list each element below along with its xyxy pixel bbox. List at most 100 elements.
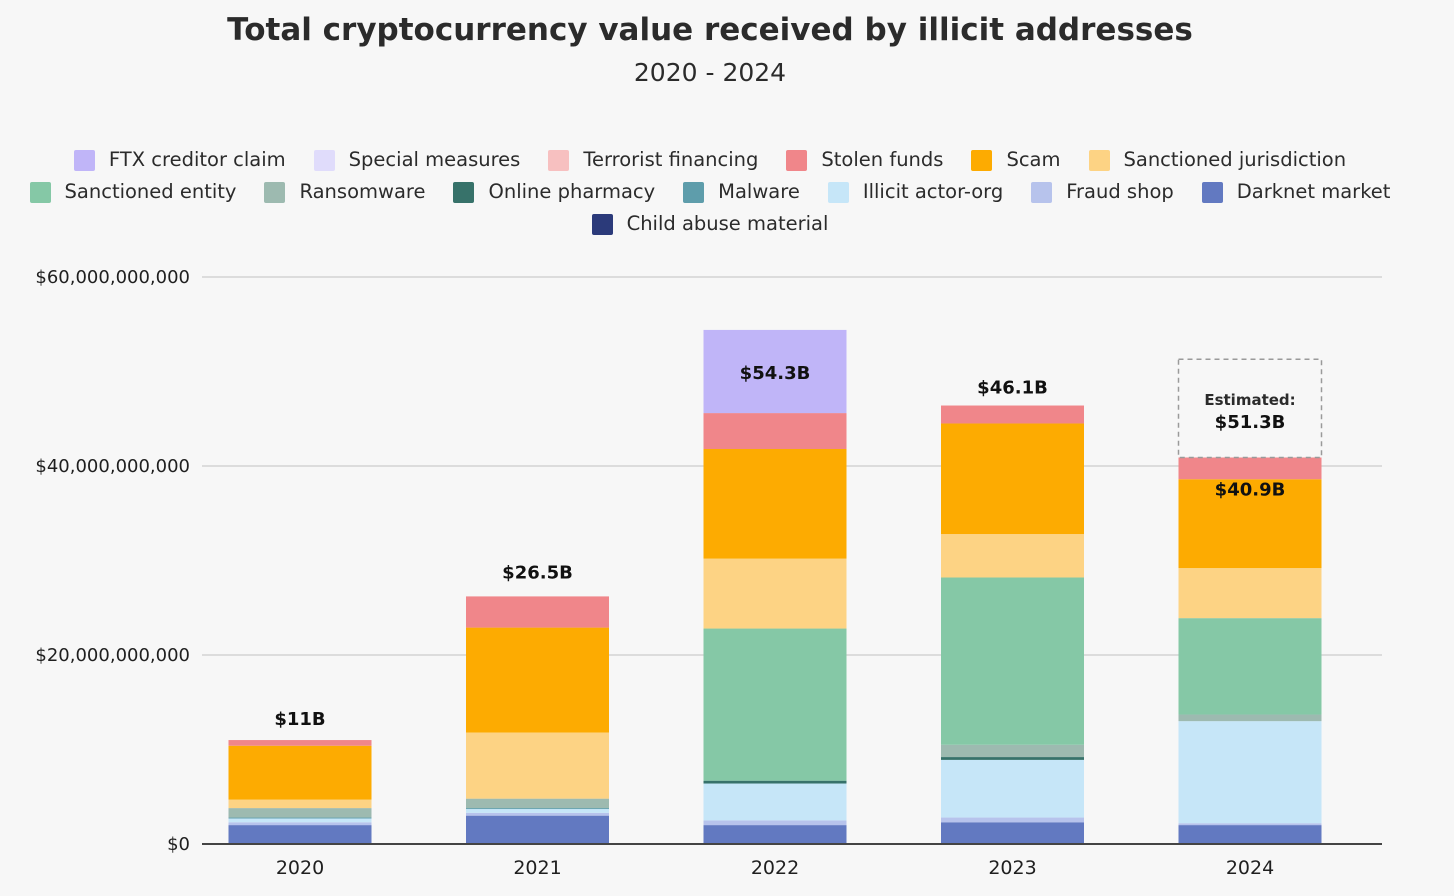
bar-segment-sanctioned-entity-2024 [1178, 618, 1322, 715]
x-tick-label: 2020 [276, 857, 324, 879]
bar-segment-malware-2020 [228, 817, 372, 819]
bar-total-label: $54.3B [740, 363, 811, 384]
bar-segment-darknet-market-2022 [703, 825, 847, 844]
bar-segment-illicit-actor-org-2021 [466, 809, 609, 813]
legend-swatch [591, 213, 613, 235]
legend-label: Terrorist financing [583, 148, 759, 171]
bar-segment-illicit-actor-org-2023 [941, 759, 1084, 818]
legend-item-malware: Malware [683, 180, 800, 204]
bar-segment-illicit-actor-org-2022 [703, 783, 847, 821]
chart-legend: FTX creditor claim Special measures Terror… [20, 148, 1400, 236]
bar-total-label: $46.1B [977, 377, 1048, 398]
bar-segment-scam-2021 [466, 627, 609, 733]
bar-segment-sanctioned-entity-2023 [941, 577, 1084, 745]
legend-item-online-pharmacy: Online pharmacy [453, 180, 655, 204]
bar-segment-scam-2020 [228, 745, 372, 800]
legend-label: Special measures [348, 148, 521, 171]
legend-swatch [683, 181, 705, 203]
legend-item-fraud-shop: Fraud shop [1031, 180, 1174, 204]
legend-item-sanctioned-jurisdiction: Sanctioned jurisdiction [1088, 148, 1347, 172]
estimate-title: Estimated: [1204, 391, 1295, 409]
bar-segment-sanctioned-jurisdiction-2020 [228, 799, 372, 809]
legend-swatch [786, 149, 808, 171]
estimate-value: $51.3B [1215, 412, 1286, 433]
legend-label: Sanctioned jurisdiction [1123, 148, 1347, 171]
legend-item-special-measures: Special measures [313, 148, 521, 172]
x-tick-label: 2022 [751, 857, 799, 879]
legend-label: Online pharmacy [488, 180, 656, 203]
legend-label: Ransomware [299, 180, 426, 203]
legend-swatch [264, 181, 286, 203]
bar-total-label: $26.5B [502, 563, 573, 584]
bar-segment-ransomware-2021 [466, 798, 609, 809]
bar-segment-fraud-shop-2024 [1178, 823, 1322, 826]
bar-total-label: $11B [274, 709, 325, 730]
legend-item-sanctioned-entity: Sanctioned entity [29, 180, 237, 204]
bar-segment-ransomware-2020 [228, 808, 372, 818]
bar-segment-stolen-funds-2020 [228, 740, 372, 746]
legend-label: Fraud shop [1066, 180, 1174, 203]
bar-segment-darknet-market-2024 [1178, 825, 1322, 844]
bar-segment-ftx-creditor-claim-2022 [703, 329, 847, 414]
legend-label: Malware [718, 180, 800, 203]
x-tick-label: 2024 [1226, 857, 1274, 879]
y-tick-label: $0 [167, 834, 190, 855]
legend-swatch [827, 181, 849, 203]
bar-segment-sanctioned-jurisdiction-2024 [1178, 568, 1322, 619]
bar-segment-sanctioned-jurisdiction-2022 [703, 558, 847, 629]
bar-segment-scam-2022 [703, 448, 847, 559]
bar-segment-sanctioned-jurisdiction-2021 [466, 732, 609, 799]
bar-segment-illicit-actor-org-2020 [228, 818, 372, 823]
bar-segment-fraud-shop-2021 [466, 812, 609, 816]
bar-segment-darknet-market-2023 [941, 822, 1084, 844]
legend-label: FTX creditor claim [108, 148, 286, 171]
bar-segment-fraud-shop-2022 [703, 820, 847, 826]
legend-label: Scam [1006, 148, 1061, 171]
chart-title: Total cryptocurrency value received by i… [227, 12, 1193, 48]
legend-swatch [971, 149, 993, 171]
legend-swatch [1201, 181, 1223, 203]
legend-item-child-abuse-material: Child abuse material [591, 212, 829, 236]
bar-segment-ransomware-2024 [1178, 714, 1322, 722]
bar-segment-stolen-funds-2021 [466, 596, 609, 628]
bar-segment-scam-2023 [941, 423, 1084, 535]
bar-segment-sanctioned-jurisdiction-2023 [941, 534, 1084, 578]
bar-segment-ransomware-2023 [941, 744, 1084, 758]
legend-item-darknet-market: Darknet market [1201, 180, 1391, 204]
bar-segment-stolen-funds-2022 [703, 413, 847, 449]
legend-label: Child abuse material [626, 212, 829, 235]
legend-swatch [313, 149, 335, 171]
legend-swatch [548, 149, 570, 171]
bar-segment-fraud-shop-2023 [941, 817, 1084, 823]
legend-item-illicit-actor-org: Illicit actor-org [827, 180, 1003, 204]
bar-segment-online-pharmacy-2022 [703, 780, 847, 784]
bar-segment-darknet-market-2020 [228, 825, 372, 844]
y-tick-label: $60,000,000,000 [35, 267, 190, 288]
bar-segment-scam-2024 [1178, 479, 1322, 569]
estimate-dashed-box [1177, 358, 1323, 459]
bar-segment-stolen-funds-2023 [941, 405, 1084, 424]
legend-label: Sanctioned entity [64, 180, 237, 203]
legend-label: Stolen funds [821, 148, 944, 171]
x-tick-label: 2023 [988, 857, 1036, 879]
bar-segment-illicit-actor-org-2024 [1178, 721, 1322, 824]
chart-subtitle: 2020 - 2024 [633, 58, 787, 87]
bar-total-label: $40.9B [1215, 479, 1286, 500]
legend-item-scam: Scam [971, 148, 1061, 172]
bar-segment-sanctioned-entity-2022 [703, 628, 847, 781]
legend-swatch [1031, 181, 1053, 203]
legend-item-stolen-funds: Stolen funds [786, 148, 943, 172]
legend-swatch [73, 149, 95, 171]
y-tick-label: $40,000,000,000 [35, 456, 190, 477]
legend-swatch [453, 181, 475, 203]
bar-segment-fraud-shop-2020 [228, 822, 372, 826]
legend-item-ransomware: Ransomware [264, 180, 425, 204]
legend-item-ftx-creditor-claim: FTX creditor claim [73, 148, 286, 172]
legend-swatch [29, 181, 51, 203]
bar-segment-online-pharmacy-2023 [941, 757, 1084, 760]
bar-segment-darknet-market-2021 [466, 815, 609, 844]
legend-swatch [1088, 149, 1110, 171]
legend-item-terrorist-financing: Terrorist financing [548, 148, 758, 172]
legend-label: Darknet market [1236, 180, 1391, 203]
